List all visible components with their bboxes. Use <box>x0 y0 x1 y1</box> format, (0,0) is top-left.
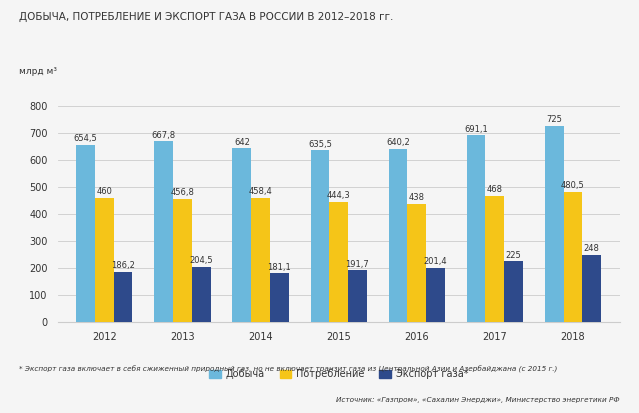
Text: Источник: «Газпром», «Сахалин Энерджи», Министерство энергетики РФ: Источник: «Газпром», «Сахалин Энерджи», … <box>336 396 620 403</box>
Text: 248: 248 <box>584 244 599 254</box>
Text: 654,5: 654,5 <box>73 134 98 143</box>
Text: млрд м³: млрд м³ <box>19 67 57 76</box>
Text: 438: 438 <box>409 193 425 202</box>
Bar <box>114 272 132 322</box>
Text: 444,3: 444,3 <box>327 191 351 200</box>
Text: 635,5: 635,5 <box>308 140 332 149</box>
Text: 186,2: 186,2 <box>111 261 135 270</box>
Text: 201,4: 201,4 <box>424 257 447 266</box>
Text: 468: 468 <box>487 185 503 194</box>
Text: * Экспорт газа включает в себя сжиженный природный газ, но не включает транзит г: * Экспорт газа включает в себя сжиженный… <box>19 366 558 373</box>
Bar <box>76 145 95 322</box>
Text: 480,5: 480,5 <box>561 181 585 190</box>
Text: 642: 642 <box>234 138 250 147</box>
Text: 225: 225 <box>505 251 521 260</box>
Bar <box>408 204 426 322</box>
Text: 456,8: 456,8 <box>171 188 194 197</box>
Text: 181,1: 181,1 <box>268 263 291 271</box>
Legend: Добыча, Потребление, Экспорт газа*: Добыча, Потребление, Экспорт газа* <box>205 366 472 383</box>
Bar <box>311 150 329 322</box>
Bar <box>192 267 211 322</box>
Bar <box>504 261 523 322</box>
Bar <box>155 141 173 322</box>
Bar <box>466 135 486 322</box>
Text: 667,8: 667,8 <box>151 131 176 140</box>
Text: 640,2: 640,2 <box>386 138 410 147</box>
Text: 204,5: 204,5 <box>189 256 213 265</box>
Text: 458,4: 458,4 <box>249 188 272 197</box>
Text: 460: 460 <box>96 187 112 196</box>
Text: ДОБЫЧА, ПОТРЕБЛЕНИЕ И ЭКСПОРТ ГАЗА В РОССИИ В 2012–2018 гг.: ДОБЫЧА, ПОТРЕБЛЕНИЕ И ЭКСПОРТ ГАЗА В РОС… <box>19 12 394 22</box>
Bar <box>486 195 504 322</box>
Bar <box>173 199 192 322</box>
Bar <box>348 270 367 322</box>
Bar <box>426 268 445 322</box>
Bar <box>233 148 251 322</box>
Bar <box>564 192 582 322</box>
Text: 691,1: 691,1 <box>465 124 488 133</box>
Bar <box>545 126 564 322</box>
Bar <box>389 149 408 322</box>
Bar <box>251 198 270 322</box>
Bar <box>329 202 348 322</box>
Text: 191,7: 191,7 <box>346 260 369 268</box>
Bar <box>582 255 601 322</box>
Bar <box>95 198 114 322</box>
Text: 725: 725 <box>546 115 562 124</box>
Bar <box>270 273 289 322</box>
